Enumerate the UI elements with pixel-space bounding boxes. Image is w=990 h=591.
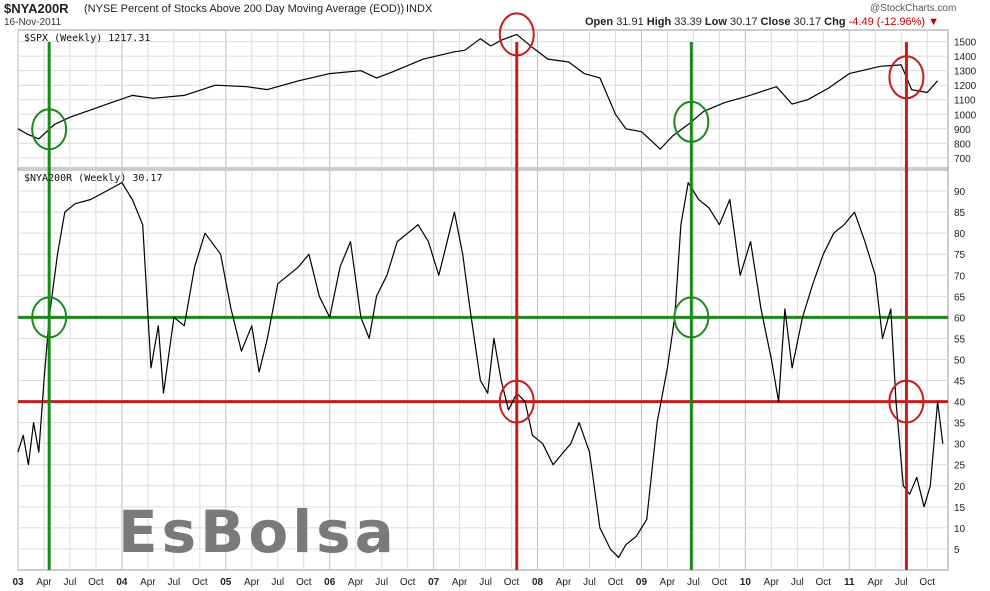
nya-series-line: [17, 182, 944, 559]
x-axis-tick-label: Apr: [556, 577, 572, 588]
x-axis-tick-label: Jul: [375, 577, 388, 588]
nya-ytick-label: 70: [954, 271, 966, 282]
x-axis-tick-label: Apr: [867, 577, 883, 588]
x-axis-tick-label: Oct: [192, 577, 208, 588]
exchange-label: INDX: [406, 3, 433, 15]
down-arrow-icon: ▼: [928, 16, 940, 28]
x-axis-tick-label: Oct: [504, 577, 520, 588]
x-axis-tick-label: 10: [740, 577, 752, 588]
nya-ytick-label: 65: [954, 292, 966, 303]
nya-panel-label: $NYA200R (Weekly) 30.17: [24, 173, 163, 184]
nya-ytick-label: 40: [954, 398, 966, 409]
stockcharts-brand[interactable]: @StockCharts.com: [870, 3, 957, 14]
x-axis-tick-label: Jul: [271, 577, 284, 588]
chg-label: Chg: [824, 16, 846, 28]
x-axis-tick-label: Jul: [791, 577, 804, 588]
nya-ytick-label: 45: [954, 377, 966, 388]
spx-ytick-label: 1500: [954, 38, 977, 49]
spx-ytick-label: 800: [954, 139, 971, 150]
date-label: 16-Nov-2011: [4, 17, 62, 28]
spx-ytick-label: 1300: [954, 67, 977, 78]
nya-ytick-label: 35: [954, 419, 966, 430]
spx-ytick-label: 700: [954, 154, 971, 165]
esbolsa-watermark: EsBolsa: [118, 498, 398, 566]
x-axis-tick-label: 08: [532, 577, 544, 588]
spx-ytick-label: 1100: [954, 96, 976, 107]
nya-ytick-label: 25: [954, 461, 966, 472]
symbol-description: (NYSE Percent of Stocks Above 200 Day Mo…: [84, 3, 405, 15]
spx-panel: 700 800 900 1000 1100 1200 1300 1400 1500: [17, 12, 977, 169]
x-axis-tick-label: Apr: [348, 577, 364, 588]
plot-frame: [17, 29, 949, 571]
x-axis-tick-label: Oct: [88, 577, 104, 588]
nya-ytick-label: 15: [954, 503, 966, 514]
x-axis-tick-label: Jul: [895, 577, 908, 588]
nya-ytick-label: 75: [954, 250, 966, 261]
chg-value: -4.49 (-12.96%): [848, 16, 926, 28]
open-value: 31.91: [616, 16, 644, 28]
nya-ytick-label: 55: [954, 334, 966, 345]
x-axis-tick-label: 11: [844, 577, 855, 588]
spx-ytick-label: 1200: [954, 81, 977, 92]
low-value: 30.17: [729, 16, 758, 28]
x-axis-tick-label: 06: [324, 577, 336, 588]
x-axis-tick-label: 04: [116, 577, 128, 588]
x-axis-tick-label: Oct: [296, 577, 312, 588]
x-axis-tick-label: Jul: [167, 577, 180, 588]
spx-panel-label: $SPX (Weekly) 1217.31: [24, 33, 151, 44]
nya-ytick-label: 10: [954, 524, 966, 535]
ohlc-readout: Open 31.91 High 33.39 Low 30.17 Close 30…: [585, 16, 939, 28]
spx-ytick-label: 1400: [954, 52, 977, 63]
nya-panel: 5 10 15 20 25 30 35 40 45 50 55 60 65 70 75 80 85 90: [17, 169, 966, 571]
nya-ytick-label: 5: [954, 545, 960, 556]
nya-ytick-label: 85: [954, 208, 966, 219]
x-axis-tick-label: Jul: [479, 577, 492, 588]
spx-ytick-label: 1000: [954, 110, 977, 121]
symbol-title: $NYA200R: [4, 1, 69, 16]
x-axis-tick-label: Oct: [712, 577, 728, 588]
x-axis-tick-label: 07: [428, 577, 440, 588]
high-value: 33.39: [674, 16, 702, 28]
x-axis-tick-label: 03: [12, 577, 24, 588]
nya-ytick-label: 90: [954, 187, 966, 198]
x-axis-tick-label: Jul: [64, 577, 77, 588]
nya-ytick-label: 50: [954, 355, 966, 366]
x-axis-tick-label: Apr: [452, 577, 468, 588]
x-axis-tick-label: Apr: [244, 577, 260, 588]
spx-series-line: [17, 33, 939, 150]
x-axis-tick-label: Apr: [140, 577, 156, 588]
close-label: Close: [760, 16, 791, 28]
x-axis-tick-label: Oct: [608, 577, 624, 588]
open-label: Open: [585, 16, 614, 28]
x-axis-tick-label: Apr: [660, 577, 676, 588]
low-label: Low: [704, 16, 727, 28]
x-axis-tick-label: Jul: [687, 577, 700, 588]
nya-ytick-label: 20: [954, 482, 966, 493]
spx-ytick-label: 900: [954, 125, 971, 136]
x-axis-tick-label: 09: [636, 577, 648, 588]
x-axis-tick-label: Apr: [36, 577, 52, 588]
x-axis-tick-label: Oct: [816, 577, 832, 588]
x-axis-tick-label: 05: [220, 577, 232, 588]
nya-ytick-label: 30: [954, 440, 966, 451]
nya-ytick-label: 80: [954, 229, 966, 240]
nya-ytick-label: 60: [954, 313, 966, 324]
x-axis-tick-label: Apr: [764, 577, 780, 588]
x-axis-tick-label: Oct: [400, 577, 416, 588]
close-value: 30.17: [793, 16, 822, 28]
x-axis-tick-label: Jul: [583, 577, 596, 588]
high-label: High: [646, 16, 672, 28]
x-axis-tick-label: Oct: [919, 577, 935, 588]
